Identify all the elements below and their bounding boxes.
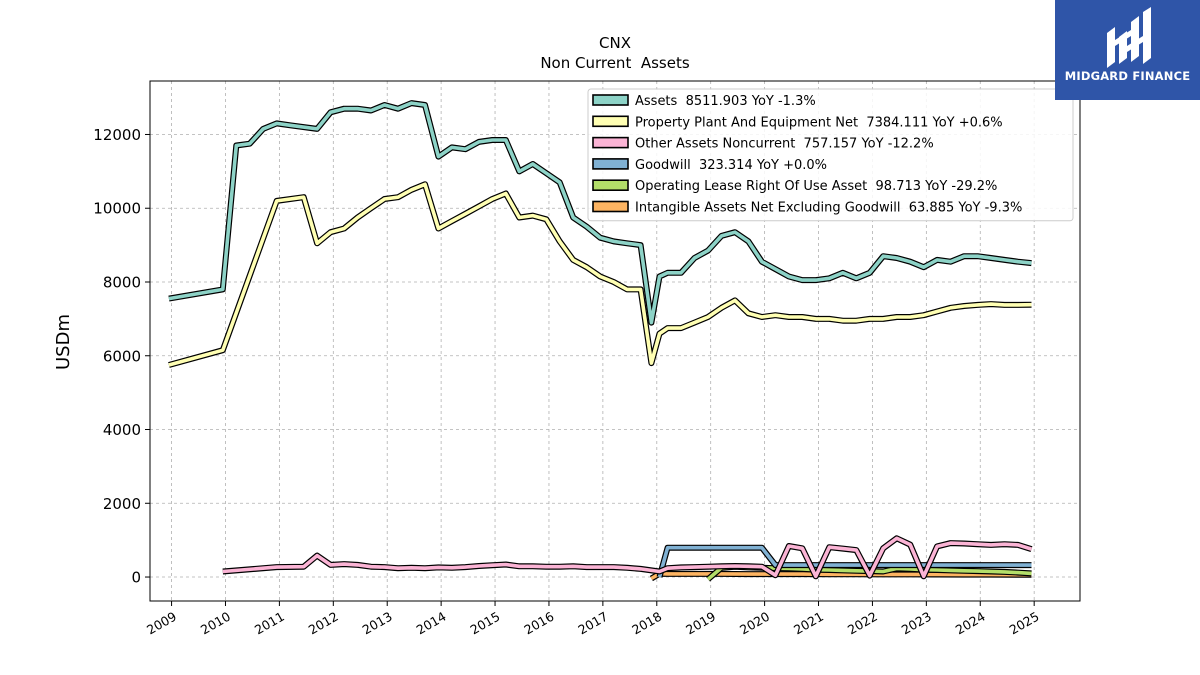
- chart-subtitle: Non Current Assets: [540, 54, 690, 72]
- series-3: [656, 544, 1032, 578]
- plot-frame: [149, 80, 1081, 602]
- x-tick-label: 2017: [575, 609, 610, 638]
- midgard-logo-icon: [1107, 7, 1151, 68]
- series-line: [168, 101, 1032, 325]
- series-5: [649, 570, 1032, 582]
- x-tick-label: 2024: [953, 609, 988, 638]
- logo-text: MIDGARD FINANCE: [1064, 69, 1191, 83]
- x-tick-label: 2023: [899, 609, 934, 638]
- x-tick-label: 2021: [791, 609, 826, 638]
- series-lines: [168, 100, 1033, 582]
- x-tick-label: 2014: [414, 609, 449, 638]
- x-tick-label: 2010: [198, 609, 233, 638]
- x-tick-label: 2020: [737, 609, 772, 638]
- y-axis-label: USDm: [53, 314, 74, 370]
- legend-label: Operating Lease Right Of Use Asset 98.71…: [635, 179, 997, 194]
- legend-label: Goodwill 323.314 YoY +0.0%: [635, 158, 827, 173]
- y-axis-ticks: 0 2000 4000 6000 8000 10000 12000: [93, 126, 150, 587]
- series-1: [168, 181, 1032, 368]
- x-tick-label: 2009: [144, 609, 179, 638]
- x-tick-label: 2012: [306, 609, 341, 638]
- x-tick-label: 2015: [467, 609, 502, 638]
- y-tick-label: 0: [131, 569, 141, 587]
- series-line: [657, 545, 1032, 578]
- y-tick-label: 2000: [103, 495, 141, 513]
- legend-swatch: [592, 200, 629, 213]
- x-tick-label: 2013: [360, 609, 395, 638]
- series-2: [222, 535, 1033, 580]
- legend-swatch: [592, 136, 629, 149]
- legend-label: Property Plant And Equipment Net 7384.11…: [635, 115, 1003, 130]
- y-tick-label: 8000: [103, 273, 141, 291]
- x-tick-label: 2018: [629, 609, 664, 638]
- x-tick-label: 2019: [683, 609, 718, 638]
- y-tick-label: 4000: [103, 421, 141, 439]
- x-tick-label: 2011: [252, 609, 287, 638]
- x-tick-label: 2016: [521, 609, 556, 638]
- midgard-finance-logo: MIDGARD FINANCE: [1055, 0, 1200, 100]
- legend-swatch: [592, 94, 629, 106]
- legend: Assets 8511.903 YoY -1.3% Property Plant …: [587, 88, 1074, 222]
- x-tick-label: 2025: [1007, 609, 1042, 638]
- legend-swatch: [592, 115, 629, 128]
- series-line: [222, 536, 1033, 579]
- series-line: [650, 571, 1032, 581]
- legend-swatch: [592, 158, 629, 170]
- legend-swatch: [592, 179, 629, 191]
- y-tick-label: 12000: [93, 126, 141, 144]
- legend-label: Intangible Assets Net Excluding Goodwill…: [635, 201, 1022, 216]
- chart-title: CNX: [599, 34, 631, 52]
- y-tick-label: 6000: [103, 347, 141, 365]
- legend-label: Other Assets Noncurrent 757.157 YoY -12.…: [635, 137, 934, 152]
- legend-label: Assets 8511.903 YoY -1.3%: [635, 94, 816, 109]
- series-0: [168, 100, 1032, 326]
- y-tick-label: 10000: [93, 200, 141, 218]
- x-tick-label: 2022: [845, 609, 880, 638]
- series-line: [168, 182, 1032, 367]
- legend-box: [587, 88, 1074, 222]
- x-axis-ticks: 2009 2010 2011 2012 2013 2014 2015 2016 2017 2018…: [144, 601, 1042, 638]
